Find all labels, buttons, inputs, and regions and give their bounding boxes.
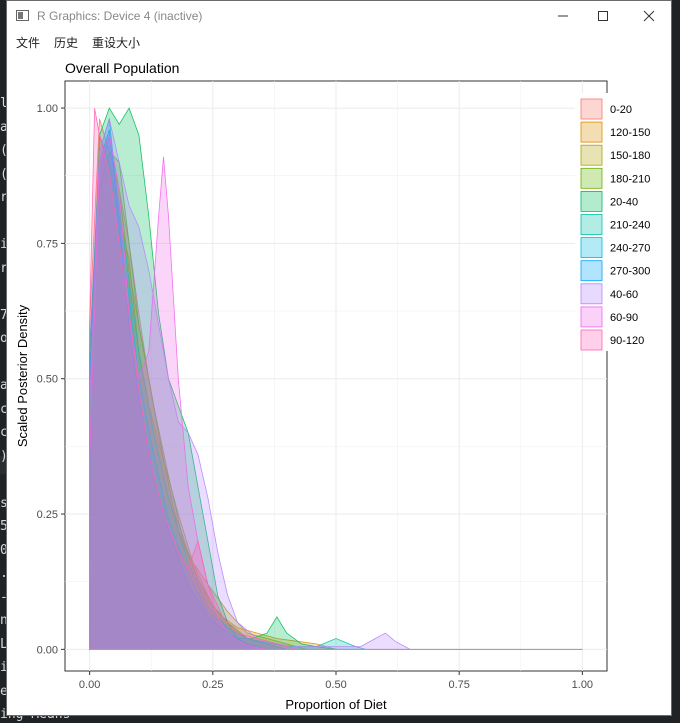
background-code-line: i <box>0 660 8 675</box>
background-code-line: o <box>0 331 8 346</box>
legend-key <box>580 306 603 328</box>
menu-file[interactable]: 文件 <box>16 36 41 50</box>
r-graphics-icon <box>16 10 29 21</box>
background-code-line: a <box>0 119 8 135</box>
plot-canvas: 0.00 0.00 0.25 0.25 0.50 0.50 0.75 0.75 1.00 1.00… <box>7 51 671 716</box>
background-code-line: a <box>0 378 8 393</box>
background-code-line: c <box>0 425 8 440</box>
y-axis-label: Scaled Posterior Density <box>15 304 30 447</box>
chart-title: Overall Population <box>65 60 179 76</box>
background-code-line: r <box>0 190 8 205</box>
x-tick-label: 0.25 <box>202 679 223 691</box>
legend-key <box>580 167 603 189</box>
y-tick-label: 0.50 <box>37 374 58 386</box>
maximize-icon <box>598 11 608 21</box>
x-tick-label: 0.75 <box>448 679 469 691</box>
legend-box <box>575 93 665 351</box>
menu-resize[interactable]: 重设大小 <box>92 36 141 50</box>
background-code-line: n <box>0 613 8 628</box>
legend-label: 40-60 <box>610 289 638 301</box>
density-chart: 0.00 0.00 0.25 0.25 0.50 0.50 0.75 0.75 1.00 1.00… <box>15 60 665 712</box>
density-area-60-90 <box>89 133 583 650</box>
x-tick-label: 1.00 <box>572 679 593 691</box>
legend-key <box>580 98 603 120</box>
background-code-line: i <box>0 237 8 252</box>
background-code-line: 0 <box>0 542 8 558</box>
density-area-40-60 <box>89 117 583 650</box>
legend-key <box>580 121 603 143</box>
legend-key <box>580 260 603 282</box>
x-axis-label: Proportion of Diet <box>285 697 387 712</box>
legend-label: 150-180 <box>610 150 650 162</box>
y-tick-label: 0.25 <box>37 509 58 521</box>
legend-key <box>580 214 603 235</box>
minimize-icon <box>558 15 568 17</box>
background-code-line: l <box>0 96 8 111</box>
legend-key <box>580 144 603 166</box>
density-area-20-40 <box>89 107 583 650</box>
legend-label: 210-240 <box>610 220 650 232</box>
y-tick-label: 0.75 <box>37 238 58 250</box>
density-area-90-120 <box>89 108 583 650</box>
background-code-line: r <box>0 260 8 276</box>
close-icon <box>643 10 655 22</box>
y-tick-label: 1.00 <box>37 103 58 115</box>
legend-label: 120-150 <box>610 127 650 139</box>
title-bar: R Graphics: Device 4 (inactive) <box>7 1 671 31</box>
background-code-line: 7 <box>0 307 8 323</box>
menu-bar: 文件 历史 重设大小 <box>7 31 671 51</box>
legend-key <box>580 283 603 305</box>
background-code-line: s <box>0 495 8 511</box>
legend-label: 20-40 <box>610 196 638 208</box>
legend-label: 60-90 <box>610 312 638 324</box>
legend-label: 180-210 <box>610 173 650 185</box>
background-code-line: - <box>0 589 8 605</box>
legend-label: 90-120 <box>610 335 644 347</box>
maximize-button[interactable] <box>581 1 625 31</box>
legend-key <box>580 329 603 351</box>
x-tick-label: 0.00 <box>79 679 100 691</box>
y-tick-label: 0.00 <box>37 644 58 656</box>
minimize-button[interactable] <box>541 1 585 31</box>
density-areas <box>89 107 583 650</box>
background-code-line: ( <box>0 166 8 182</box>
background-code-line: ( <box>0 143 8 158</box>
legend-key <box>580 237 603 259</box>
legend-label: 0-20 <box>610 104 632 116</box>
graphics-window: R Graphics: Device 4 (inactive) 文件 历史 重设… <box>6 0 672 716</box>
background-code-line: 5 <box>0 519 8 534</box>
legend-label: 270-300 <box>610 266 650 278</box>
background-code-line: L <box>0 636 8 652</box>
background-code-line: e <box>0 683 8 699</box>
legend-key <box>580 190 603 212</box>
background-code-line: ) <box>0 448 8 464</box>
legend: 0-20 120-150 150-180 180-210 20-40 210-240 240… <box>575 93 665 351</box>
x-tick-label: 0.50 <box>325 679 346 691</box>
menu-history[interactable]: 历史 <box>54 36 79 50</box>
console-row <box>0 456 6 474</box>
legend-label: 240-270 <box>610 243 650 255</box>
close-button[interactable] <box>627 1 671 31</box>
background-code-line: c <box>0 401 8 417</box>
window-title: R Graphics: Device 4 (inactive) <box>37 9 203 23</box>
